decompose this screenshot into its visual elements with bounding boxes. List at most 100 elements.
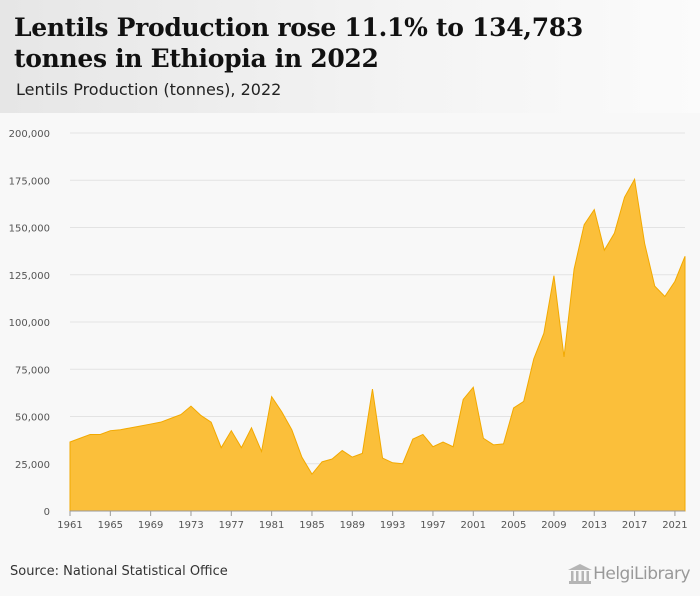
data-point	[482, 437, 484, 439]
data-point	[624, 196, 626, 198]
data-point	[543, 332, 545, 334]
x-tick-label: 1977	[219, 520, 244, 531]
data-point	[220, 447, 222, 449]
y-tick-label: 125,000	[9, 271, 50, 282]
brand-logo: HelgiLibrary	[567, 559, 690, 589]
x-tick-label: 1961	[57, 520, 82, 531]
data-point	[452, 446, 454, 448]
data-point	[69, 441, 71, 443]
x-tick-label: 2021	[662, 520, 687, 531]
data-point	[170, 417, 172, 419]
data-point	[513, 407, 515, 409]
data-point	[553, 275, 555, 277]
data-point	[99, 433, 101, 435]
footer: Source: National Statistical Office Helg…	[0, 553, 700, 596]
data-point	[402, 463, 404, 465]
data-point	[654, 285, 656, 287]
data-point	[674, 280, 676, 282]
data-point	[311, 473, 313, 475]
data-point	[462, 398, 464, 400]
data-point	[200, 415, 202, 417]
x-tick-label: 1973	[178, 520, 203, 531]
data-point	[432, 446, 434, 448]
data-point	[371, 388, 373, 390]
data-point	[563, 356, 565, 358]
data-point	[523, 400, 525, 402]
data-point	[583, 224, 585, 226]
data-point	[472, 386, 474, 388]
data-point	[442, 441, 444, 443]
data-point	[422, 433, 424, 435]
data-point	[644, 243, 646, 245]
x-tick-label: 2009	[541, 520, 566, 531]
y-tick-label: 150,000	[9, 224, 50, 235]
x-tick-label: 2001	[461, 520, 486, 531]
y-tick-label: 75,000	[15, 365, 50, 376]
x-tick-label: 2017	[622, 520, 647, 531]
data-point	[271, 396, 273, 398]
data-point	[603, 249, 605, 251]
brand-name: HelgiLibrary	[593, 564, 690, 584]
data-point	[301, 456, 303, 458]
x-tick-label: 1989	[340, 520, 365, 531]
data-point	[684, 255, 686, 257]
x-tick-label: 2005	[501, 520, 526, 531]
data-point	[150, 423, 152, 425]
area-series-fill	[69, 177, 686, 512]
data-point	[341, 450, 343, 452]
y-tick-label: 100,000	[9, 318, 50, 329]
data-point	[190, 405, 192, 407]
data-point	[331, 458, 333, 460]
area-chart: 0 25,000 50,000 75,000 100,000 125,000 150,000…	[9, 129, 688, 531]
data-point	[240, 447, 242, 449]
data-point	[593, 209, 595, 211]
data-point	[361, 452, 363, 454]
header: Lentils Production rose 11.1% to 134,783…	[0, 0, 700, 113]
data-point	[492, 444, 494, 446]
data-point	[503, 443, 505, 445]
x-tick-label: 1965	[98, 520, 123, 531]
data-point	[89, 433, 91, 435]
data-point	[281, 411, 283, 413]
data-point	[613, 232, 615, 234]
area-series	[69, 177, 686, 512]
x-tick-label: 2013	[582, 520, 607, 531]
data-point	[109, 430, 111, 432]
axes: 0 25,000 50,000 75,000 100,000 125,000 150,000…	[9, 129, 688, 531]
data-point	[129, 427, 131, 429]
data-point	[261, 450, 263, 452]
data-point	[392, 462, 394, 464]
data-point	[634, 178, 636, 180]
data-point	[321, 461, 323, 463]
y-tick-label: 50,000	[15, 413, 50, 424]
data-point	[533, 358, 535, 360]
data-point	[160, 421, 162, 423]
data-point	[250, 427, 252, 429]
y-tick-label: 175,000	[9, 176, 50, 187]
data-point	[210, 421, 212, 423]
chart-title: Lentils Production rose 11.1% to 134,783…	[14, 13, 583, 73]
data-point	[140, 425, 142, 427]
y-tick-label: 25,000	[15, 460, 50, 471]
data-point	[382, 457, 384, 459]
source-note: Source: National Statistical Office	[10, 564, 228, 579]
x-tick-label: 1981	[259, 520, 284, 531]
data-point	[180, 414, 182, 416]
data-point	[664, 295, 666, 297]
data-point	[230, 430, 232, 432]
x-tick-label: 1997	[420, 520, 445, 531]
data-point	[291, 429, 293, 431]
data-point	[412, 438, 414, 440]
data-point	[351, 456, 353, 458]
data-point	[119, 429, 121, 431]
y-tick-label: 0	[44, 507, 50, 518]
chart-subtitle: Lentils Production (tonnes), 2022	[16, 80, 282, 99]
library-building-icon	[568, 564, 593, 584]
x-tick-label: 1985	[299, 520, 324, 531]
y-tick-label: 200,000	[9, 129, 50, 140]
data-point	[573, 268, 575, 270]
x-tick-label: 1969	[138, 520, 163, 531]
chart-area: 0 25,000 50,000 75,000 100,000 125,000 150,000…	[0, 113, 700, 553]
x-tick-label: 1993	[380, 520, 405, 531]
data-point	[79, 437, 81, 439]
